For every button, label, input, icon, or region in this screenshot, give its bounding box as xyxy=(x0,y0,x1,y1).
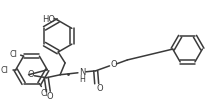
Text: N: N xyxy=(79,68,85,77)
Text: H: H xyxy=(79,75,85,83)
Text: HO: HO xyxy=(42,15,55,24)
Text: Cl: Cl xyxy=(40,88,48,97)
Text: O: O xyxy=(27,70,34,79)
Text: O: O xyxy=(110,60,117,69)
Text: Cl: Cl xyxy=(1,66,9,75)
Text: O: O xyxy=(47,91,54,100)
Text: Cl: Cl xyxy=(10,49,18,58)
Text: O: O xyxy=(96,83,103,92)
